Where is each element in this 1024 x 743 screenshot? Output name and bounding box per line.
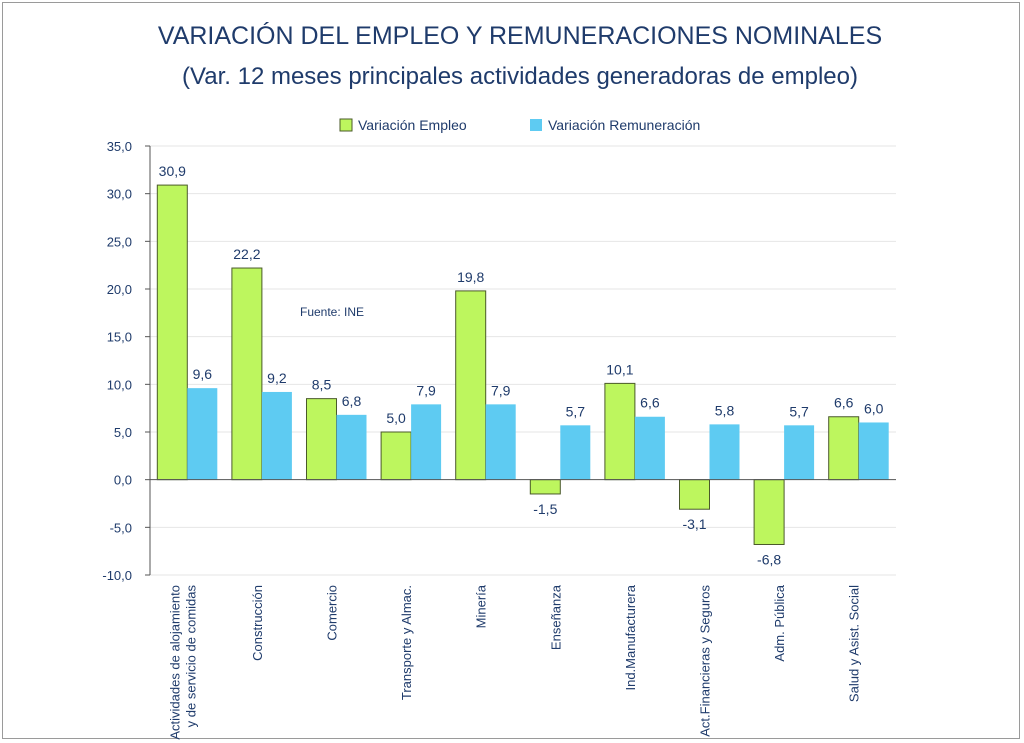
legend-label: Variación Empleo [358,117,467,133]
chart-subtitle: (Var. 12 meses principales actividades g… [182,63,858,90]
data-label-empleo: 6,6 [834,395,854,411]
data-label-remuneracion: 7,9 [416,382,436,398]
y-tick-label: 0,0 [114,473,132,488]
bar-remuneracion [336,414,367,480]
bar-remuneracion [187,388,218,480]
data-label-empleo: -3,1 [682,516,706,532]
data-label-remuneracion: 6,8 [342,393,362,409]
x-tick-label: Comercio [325,585,340,641]
x-tick-label: Act.Financieras y Seguros [698,585,713,737]
data-label-empleo: 30,9 [159,163,186,179]
bar-remuneracion [784,425,815,480]
x-tick-label: Actividades de alojamiento [167,585,182,740]
bar-empleo [828,416,860,481]
y-tick-label: -10,0 [102,568,132,583]
x-tick-label: Adm. Pública [772,584,787,661]
source-annotation: Fuente: INE [300,305,364,319]
bar-empleo [679,479,710,510]
data-label-remuneracion: 9,6 [193,366,213,382]
y-tick-label: 35,0 [107,139,132,154]
data-label-remuneracion: 5,7 [566,403,586,419]
data-label-empleo: -6,8 [757,551,781,567]
y-tick-label: 15,0 [107,330,132,345]
x-tick-label: y de servicio de comidas [183,585,198,728]
y-tick-label: -5,0 [110,520,132,535]
bar-remuneracion [411,404,442,480]
data-label-remuneracion: 6,6 [640,395,660,411]
data-label-remuneracion: 6,0 [864,400,884,416]
x-tick-label: Transporte y Almac. [399,585,414,700]
bar-empleo [455,290,487,481]
bar-remuneracion [709,424,740,480]
bars: 30,9 9,6 22,2 9,2 8,5 6,8 5,0 7,9 19,8 7,9 -1,5 5,7… [156,163,889,567]
legend-swatch [339,118,353,132]
y-tick-label: 30,0 [107,187,132,202]
data-label-remuneracion: 5,7 [789,403,809,419]
x-tick-label: Salud y Asist. Social [847,585,862,702]
bar-empleo [306,398,337,481]
bar-remuneracion [634,416,665,480]
bar-empleo [753,479,785,545]
x-tick-label: Ind.Manufacturera [623,584,638,690]
bar-empleo [231,267,263,481]
data-label-empleo: 5,0 [386,410,406,426]
data-label-empleo: 10,1 [606,361,633,377]
bar-empleo [380,431,412,481]
bar-remuneracion [858,422,889,480]
legend-swatch [530,119,542,131]
bar-empleo [529,479,561,495]
data-label-remuneracion: 7,9 [491,382,511,398]
legend: Variación Empleo Variación Remuneración [339,117,700,133]
y-tick-label: 20,0 [107,282,132,297]
data-label-empleo: 22,2 [233,246,260,262]
x-tick-label: Enseñanza [548,584,563,650]
data-label-empleo: 19,8 [457,269,484,285]
bar-empleo [156,184,188,481]
y-tick-label: 25,0 [107,234,132,249]
bar-remuneracion [261,391,292,480]
y-tick-label: 5,0 [114,425,132,440]
axes: -10,0 -5,0 0,0 5,0 10,0 15,0 20,0 25,0 30,0 35,0 A… [102,139,896,740]
data-label-empleo: -1,5 [533,501,557,517]
x-tick-label: Construcción [250,585,265,661]
data-label-empleo: 8,5 [312,377,332,393]
x-tick-label: Minería [474,584,489,628]
legend-label: Variación Remuneración [548,117,700,133]
bar-remuneracion [560,425,591,480]
data-label-remuneracion: 5,8 [715,402,735,418]
bar-empleo [604,382,636,481]
bar-remuneracion [485,404,516,480]
y-tick-label: 10,0 [107,377,132,392]
chart-title: VARIACIÓN DEL EMPLEO Y REMUNERACIONES NO… [158,21,882,50]
data-label-remuneracion: 9,2 [267,370,287,386]
